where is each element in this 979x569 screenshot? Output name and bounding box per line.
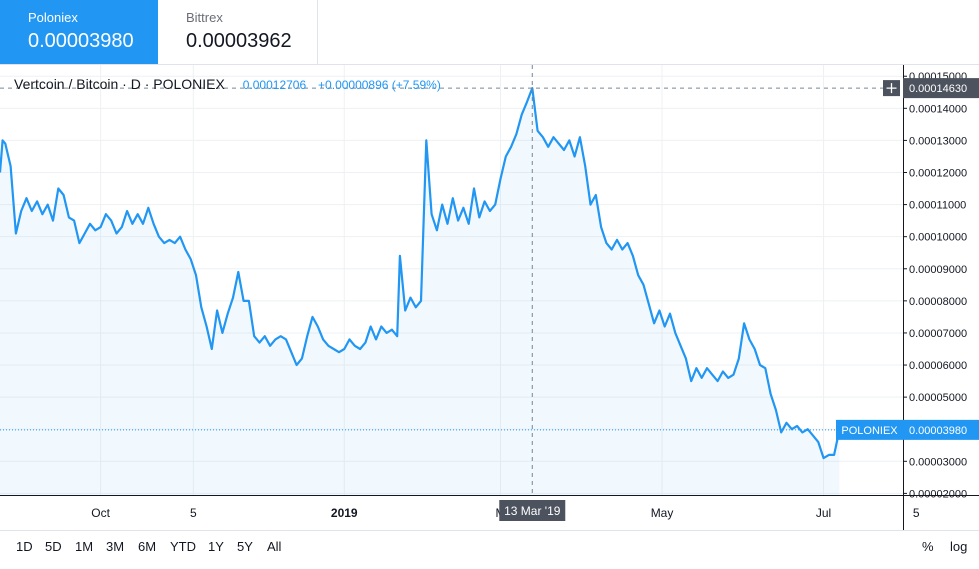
x-tick-label: Jul [816,506,831,520]
series-area-fill [0,88,840,495]
tab-bittrex[interactable]: Bittrex 0.00003962 [158,0,318,64]
y-tick-label: 0.00013000 [909,135,967,147]
x-tick-label: 2019 [331,506,358,520]
series-name-box [836,419,903,440]
y-tick-label: 0.00002000 [909,488,967,500]
y-tick-label: 0.00012000 [909,168,967,180]
y-tick-label: 0.00003000 [909,456,967,468]
legend-price: 0.00012706 [242,78,307,92]
legend-change: +0.00000896 (+7.59%) [318,78,441,92]
exchange-tabs: Poloniex 0.00003980 Bittrex 0.00003962 [0,0,318,64]
y-tick-label: 0.00011000 [909,200,966,212]
log-scale-toggle[interactable]: log [950,539,968,554]
last-price-box [903,419,979,440]
range-6m-button[interactable]: 6M [138,539,157,554]
tabs-divider [0,64,979,65]
tab-bittrex-price: 0.00003962 [186,30,292,52]
x-tick-label: May [651,506,674,520]
legend-symbol: Vertcoin / Bitcoin · D · POLONIEX [14,76,225,92]
range-5d-button[interactable]: 5D [45,539,62,554]
range-3m-button[interactable]: 3M [106,539,125,554]
range-toolbar: 1D 5D 1M 3M 6M YTD 1Y 5Y All % log [0,530,979,569]
y-tick-label: 0.00008000 [909,296,967,308]
range-5y-button[interactable]: 5Y [237,539,253,554]
crosshair-date-box [499,500,566,521]
y-tick-label: 0.00015000 [909,71,967,83]
tab-poloniex-price: 0.00003980 [28,30,134,52]
range-1m-button[interactable]: 1M [75,539,94,554]
series-name-label: POLONIEX [841,425,898,437]
y-tick-label: 0.00005000 [909,392,967,404]
crosshair-price-box [903,78,979,99]
y-tick-label: 0.00014000 [909,103,967,115]
y-tick-label: 0.00009000 [909,264,967,276]
range-1y-button[interactable]: 1Y [208,539,224,554]
price-chart[interactable]: 0.000020000.000030000.000040000.00005000… [0,65,979,530]
range-ytd-button[interactable]: YTD [170,539,196,554]
percent-scale-toggle[interactable]: % [922,539,934,554]
crosshair-price-label: 0.00014630 [909,83,967,95]
tab-poloniex-label: Poloniex [28,10,78,25]
plus-icon [886,83,897,94]
crosshair-date-label: 13 Mar '19 [504,504,561,518]
chart-legend: Vertcoin / Bitcoin · D · POLONIEX 0.0001… [14,76,441,92]
series-line [0,87,841,460]
range-1d-button[interactable]: 1D [16,539,33,554]
tab-bittrex-label: Bittrex [186,10,223,25]
last-price-label: 0.00003980 [909,425,967,437]
y-tick-label: 0.00006000 [909,360,967,372]
x-tick-label: 5 [913,506,920,520]
x-tick-label: Oct [91,506,110,520]
range-all-button[interactable]: All [267,539,282,554]
x-tick-label: 5 [190,506,197,520]
y-tick-label: 0.00007000 [909,328,967,340]
y-tick-label: 0.00010000 [909,232,967,244]
tab-poloniex[interactable]: Poloniex 0.00003980 [0,0,158,64]
